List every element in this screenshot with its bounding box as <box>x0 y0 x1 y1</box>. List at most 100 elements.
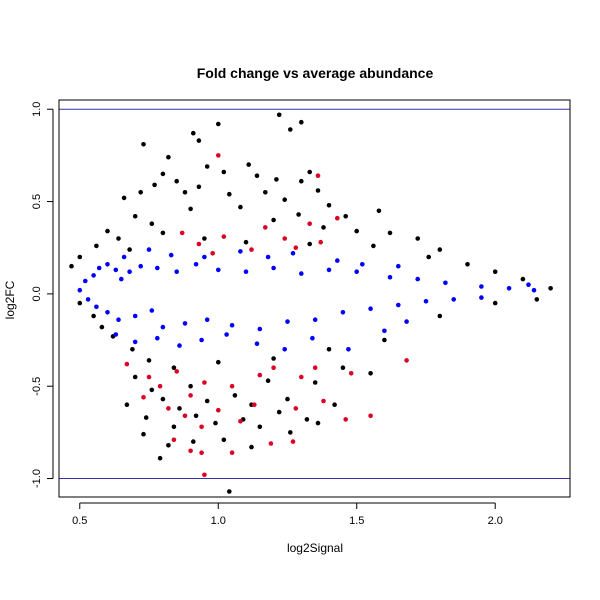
data-point <box>534 297 540 302</box>
data-point <box>121 195 127 201</box>
data-point <box>188 448 193 454</box>
plot-frame <box>58 99 571 498</box>
data-point <box>210 251 215 256</box>
data-point <box>199 337 204 343</box>
data-point <box>94 243 99 249</box>
data-point <box>263 225 268 230</box>
series-group <box>77 247 537 352</box>
data-point <box>263 190 268 195</box>
data-point <box>318 239 324 245</box>
data-point <box>423 299 429 304</box>
data-point <box>520 276 526 282</box>
data-point <box>132 214 138 219</box>
data-point <box>271 365 276 371</box>
data-point <box>99 324 105 330</box>
data-point <box>437 313 443 319</box>
data-point <box>238 249 243 254</box>
data-point <box>299 119 304 125</box>
data-point <box>312 365 318 371</box>
data-point <box>113 332 119 337</box>
data-point <box>121 254 127 260</box>
data-point <box>299 271 304 276</box>
data-point <box>116 236 121 241</box>
data-point <box>141 395 146 400</box>
data-point <box>282 197 288 202</box>
data-point <box>246 162 251 167</box>
data-point <box>243 269 249 275</box>
data-point <box>326 347 332 352</box>
data-point <box>368 371 373 376</box>
y-tick-label: 1.0 <box>31 102 43 117</box>
data-point <box>119 276 124 282</box>
data-point <box>271 265 276 271</box>
x-tick-label: 2.0 <box>488 515 503 527</box>
data-point <box>141 431 146 437</box>
data-point <box>382 328 387 334</box>
data-point <box>96 265 102 271</box>
data-point <box>216 407 221 413</box>
data-point <box>193 413 199 419</box>
data-point <box>354 228 360 234</box>
data-point <box>257 424 263 430</box>
data-point <box>229 383 235 389</box>
data-point <box>199 450 204 456</box>
data-point <box>249 444 254 450</box>
data-point <box>171 424 177 430</box>
data-point <box>177 343 182 348</box>
y-tick-label: -0.5 <box>31 377 43 396</box>
data-point <box>132 339 138 345</box>
data-point <box>204 317 210 323</box>
data-point <box>479 295 484 300</box>
data-point <box>146 247 152 252</box>
data-point <box>315 420 321 426</box>
data-point <box>307 241 313 247</box>
data-point <box>146 374 152 380</box>
data-point <box>166 406 171 411</box>
data-point <box>77 287 83 293</box>
data-point <box>371 243 376 249</box>
x-tick-label: 1.5 <box>349 515 364 527</box>
data-point <box>451 297 457 302</box>
data-point <box>202 380 207 385</box>
data-point <box>196 241 202 247</box>
data-point <box>155 265 160 271</box>
data-point <box>307 169 313 175</box>
data-point <box>265 378 271 384</box>
data-point <box>177 406 182 411</box>
data-point <box>257 372 263 378</box>
data-point <box>285 396 290 402</box>
data-point <box>182 321 188 326</box>
data-point <box>138 263 143 269</box>
data-point <box>293 245 299 250</box>
data-point <box>216 267 221 273</box>
data-point <box>191 130 196 136</box>
data-point <box>288 127 293 132</box>
data-point <box>296 212 301 217</box>
data-point <box>216 121 221 127</box>
data-point <box>282 236 288 241</box>
data-point <box>340 310 346 315</box>
data-point <box>157 455 163 461</box>
data-point <box>404 319 409 324</box>
data-point <box>160 324 166 330</box>
data-point <box>171 437 177 443</box>
data-point <box>171 365 177 371</box>
data-point <box>146 358 152 363</box>
data-point <box>196 138 202 143</box>
series-group <box>124 153 409 478</box>
y-axis-label: log2FC <box>3 280 17 319</box>
data-point <box>346 347 351 352</box>
data-point <box>166 443 171 448</box>
data-point <box>196 184 202 190</box>
data-point <box>113 267 119 273</box>
data-point <box>254 341 260 347</box>
data-point <box>315 173 321 178</box>
data-point <box>188 383 193 389</box>
data-point <box>354 269 360 275</box>
data-point <box>290 439 296 444</box>
data-point <box>174 178 179 184</box>
data-point <box>479 284 484 289</box>
data-point <box>204 398 210 404</box>
data-point <box>132 313 138 319</box>
data-point <box>299 374 304 380</box>
